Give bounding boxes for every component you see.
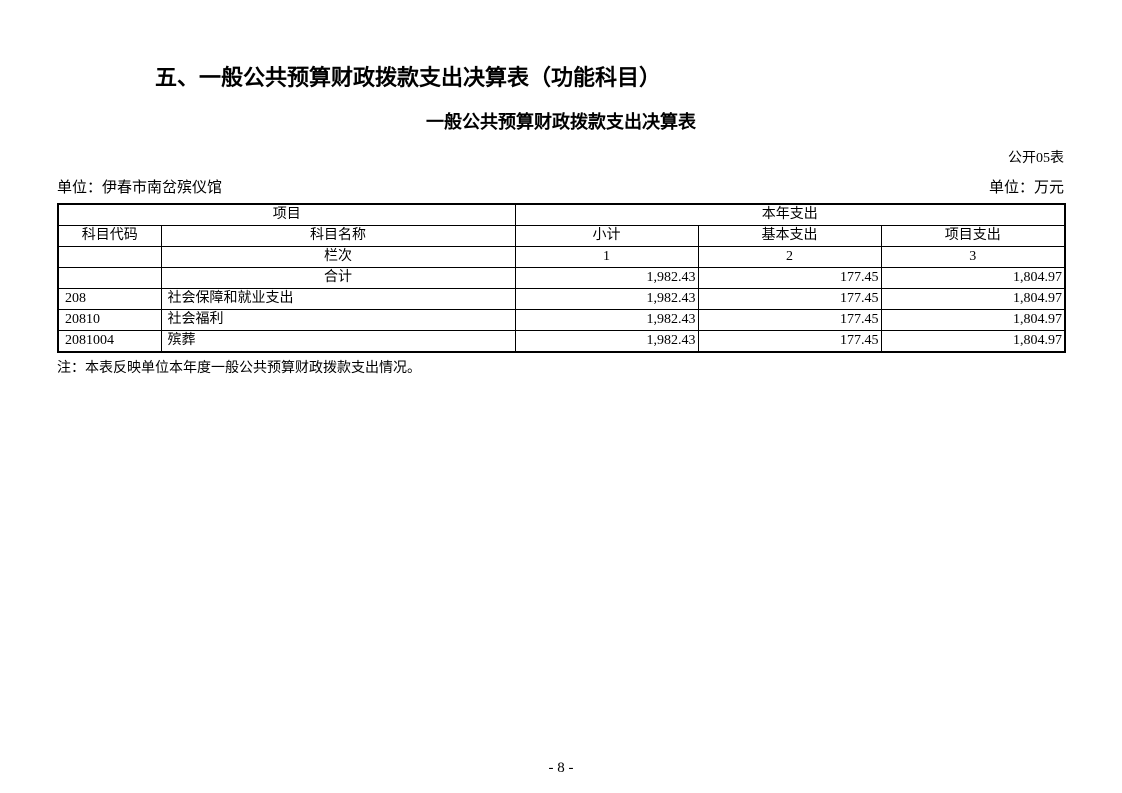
header-subject-code: 科目代码: [57, 225, 162, 247]
cell-subtotal: 1,982.43: [514, 330, 699, 353]
header-col-index-3: 3: [880, 246, 1066, 268]
cell-subject-code: [57, 267, 162, 289]
header-col-index-1: 1: [514, 246, 699, 268]
header-group-row: 项目 本年支出: [57, 203, 1066, 226]
table-note: 注：本表反映单位本年度一般公共预算财政拨款支出情况。: [57, 361, 421, 376]
cell-project-expenditure: 1,804.97: [880, 309, 1066, 331]
cell-subtotal: 1,982.43: [514, 267, 699, 289]
unit-row: 单位：伊春市南岔殡仪馆 单位：万元: [57, 176, 1064, 197]
header-subject-name: 科目名称: [160, 225, 516, 247]
header-col-index-2: 2: [697, 246, 882, 268]
cell-basic-expenditure: 177.45: [697, 330, 882, 353]
table-row-total: 合计 1,982.43 177.45 1,804.97: [57, 267, 1066, 289]
cell-subject-name: 社会福利: [160, 309, 516, 331]
unit-name-label: 单位：伊春市南岔殡仪馆: [57, 180, 223, 196]
section-title: 五、一般公共预算财政拨款支出决算表（功能科目）: [155, 65, 662, 90]
header-index-row: 栏次 1 2 3: [57, 246, 1066, 268]
header-group-current-year: 本年支出: [514, 203, 1066, 226]
cell-subject-name: 殡葬: [160, 330, 516, 353]
cell-subject-name: 合计: [160, 267, 516, 289]
cell-subject-code: 20810: [57, 309, 162, 331]
header-subtotal: 小计: [514, 225, 699, 247]
form-code-label: 公开05表: [1008, 151, 1064, 166]
cell-basic-expenditure: 177.45: [697, 288, 882, 310]
header-columns-row: 科目代码 科目名称 小计 基本支出 项目支出: [57, 225, 1066, 247]
table-title: 一般公共预算财政拨款支出决算表: [426, 112, 696, 132]
header-row-index-label: 栏次: [160, 246, 516, 268]
header-group-item: 项目: [57, 203, 516, 226]
header-project-expenditure: 项目支出: [880, 225, 1066, 247]
table-row: 208 社会保障和就业支出 1,982.43 177.45 1,804.97: [57, 288, 1066, 310]
cell-basic-expenditure: 177.45: [697, 267, 882, 289]
cell-project-expenditure: 1,804.97: [880, 267, 1066, 289]
cell-subject-code: 208: [57, 288, 162, 310]
header-index-empty-cell: [57, 246, 162, 268]
cell-subtotal: 1,982.43: [514, 309, 699, 331]
cell-subtotal: 1,982.43: [514, 288, 699, 310]
cell-subject-code: 2081004: [57, 330, 162, 353]
page-number: - 8 -: [548, 760, 574, 776]
cell-basic-expenditure: 177.45: [697, 309, 882, 331]
header-basic-expenditure: 基本支出: [697, 225, 882, 247]
cell-project-expenditure: 1,804.97: [880, 288, 1066, 310]
table-row: 2081004 殡葬 1,982.43 177.45 1,804.97: [57, 330, 1066, 353]
cell-subject-name: 社会保障和就业支出: [160, 288, 516, 310]
cell-project-expenditure: 1,804.97: [880, 330, 1066, 353]
fiscal-expenditure-table: 项目 本年支出 科目代码 科目名称 小计 基本支出 项目支出 栏次 1 2 3 …: [57, 203, 1066, 353]
unit-measure-label: 单位：万元: [988, 180, 1064, 196]
table-row: 20810 社会福利 1,982.43 177.45 1,804.97: [57, 309, 1066, 331]
